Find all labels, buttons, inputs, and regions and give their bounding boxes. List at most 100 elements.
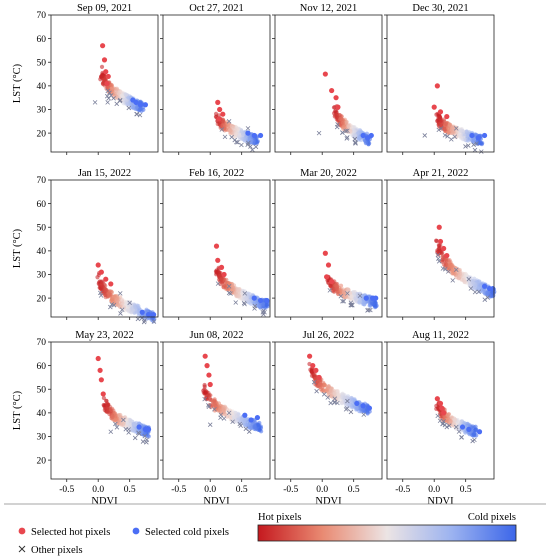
cloud-point (334, 115, 339, 120)
hot-pixel (431, 104, 437, 110)
cold-pixel (469, 132, 475, 139)
other-pixel (345, 398, 350, 404)
panel-frame (50, 14, 159, 153)
other-pixel (206, 404, 212, 409)
other-pixel (353, 140, 358, 145)
cold-pixel (251, 295, 257, 301)
cold-pixel (373, 295, 379, 301)
hot-pixel (98, 377, 104, 383)
cold-pixel (245, 130, 251, 136)
cloud-point (439, 122, 444, 127)
other-pixel (456, 429, 462, 434)
other-pixel (345, 291, 350, 296)
y-tick-label: 40 (37, 409, 47, 419)
other-pixel (361, 412, 367, 417)
panel: Jul 26, 2022 -0.5 0.0 0.5 NDVI (272, 330, 383, 507)
other-pixel (328, 400, 333, 406)
cloud-point (352, 132, 358, 137)
x-tick-label: 0.5 (460, 485, 472, 495)
x-axis-label: NDVI (427, 496, 454, 507)
cloud-point (344, 120, 349, 125)
cloud-point (261, 302, 266, 307)
cold-pixel (459, 424, 466, 430)
other-pixel (206, 402, 211, 408)
panel: Nov 12, 2021 (272, 3, 383, 155)
other-pixel (438, 126, 444, 131)
cloud-point (350, 298, 355, 303)
other-pixel (207, 422, 213, 427)
hot-pixel (313, 367, 319, 373)
cloud-point (447, 122, 452, 127)
cloud-point (222, 278, 227, 283)
cloud-point (445, 412, 450, 418)
colorbar-right-label: Cold pixels (468, 512, 516, 523)
cloud-point (104, 86, 109, 91)
cloud-point (445, 419, 450, 424)
other-pixel (234, 139, 239, 145)
hot-pixel (221, 271, 227, 278)
cloud-point (126, 308, 131, 313)
panel-title: Jul 26, 2022 (303, 330, 355, 341)
cloud-point (116, 95, 121, 100)
cloud-point (349, 294, 354, 299)
cloud-point (218, 407, 223, 412)
other-pixel (226, 119, 232, 124)
colorbar-left-label: Hot pixels (258, 512, 301, 523)
other-pixel (117, 291, 123, 296)
other-pixel (446, 269, 451, 274)
hot-pixel (437, 400, 444, 407)
cold-pixel (145, 426, 152, 432)
hot-pixel (310, 363, 316, 369)
cloud-point (326, 384, 331, 389)
other-pixel (252, 303, 258, 309)
panel-frame (274, 341, 383, 480)
panel: Aug 11, 2022 -0.5 0.0 0.5 NDVI (384, 330, 495, 507)
cold-pixel (354, 400, 360, 407)
cloud-point (448, 419, 453, 424)
cold-pixel (490, 286, 496, 292)
hot-pixel (98, 269, 104, 275)
hot-pixel (215, 257, 221, 263)
other-pixel (348, 409, 354, 415)
other-pixel (228, 291, 233, 296)
y-tick-label: 70 (37, 338, 47, 348)
panel-title: Feb 16, 2022 (189, 168, 244, 179)
other-pixel (357, 293, 363, 299)
other-pixel (332, 396, 338, 401)
panel-frame (50, 341, 159, 480)
y-tick-label: 60 (37, 200, 47, 210)
cold-pixel (481, 283, 488, 289)
cloud-point (109, 86, 114, 92)
point-cloud (213, 111, 260, 146)
other-pixel (123, 426, 129, 432)
other-pixel (435, 413, 441, 419)
other-pixel (316, 130, 322, 136)
cloud-point (101, 402, 106, 408)
panel-title: Apr 21, 2022 (413, 168, 469, 179)
hot-pixel (104, 80, 110, 87)
hot-pixel (100, 43, 106, 49)
hot-pixel (437, 109, 444, 115)
other-pixel (459, 434, 464, 440)
cloud-point (118, 416, 123, 421)
cold-pixel (481, 132, 488, 139)
other-pixel (245, 142, 250, 147)
other-pixel (98, 293, 104, 298)
cloud-point (119, 297, 124, 302)
y-axis-label: LST (°C) (12, 390, 23, 430)
cloud-point (354, 406, 359, 411)
cold-pixel (476, 429, 483, 435)
cloud-point (447, 264, 452, 269)
cloud-point (472, 276, 477, 281)
y-tick-label: 50 (37, 223, 47, 233)
cold-pixel (136, 424, 142, 430)
cloud-point (339, 400, 344, 405)
hot-pixel (105, 73, 111, 80)
hot-pixel (437, 238, 444, 245)
x-axis-label: NDVI (91, 496, 118, 507)
cloud-point (114, 86, 119, 91)
cloud-point (335, 284, 340, 289)
other-pixel (119, 307, 125, 312)
hot-pixel (439, 405, 445, 411)
